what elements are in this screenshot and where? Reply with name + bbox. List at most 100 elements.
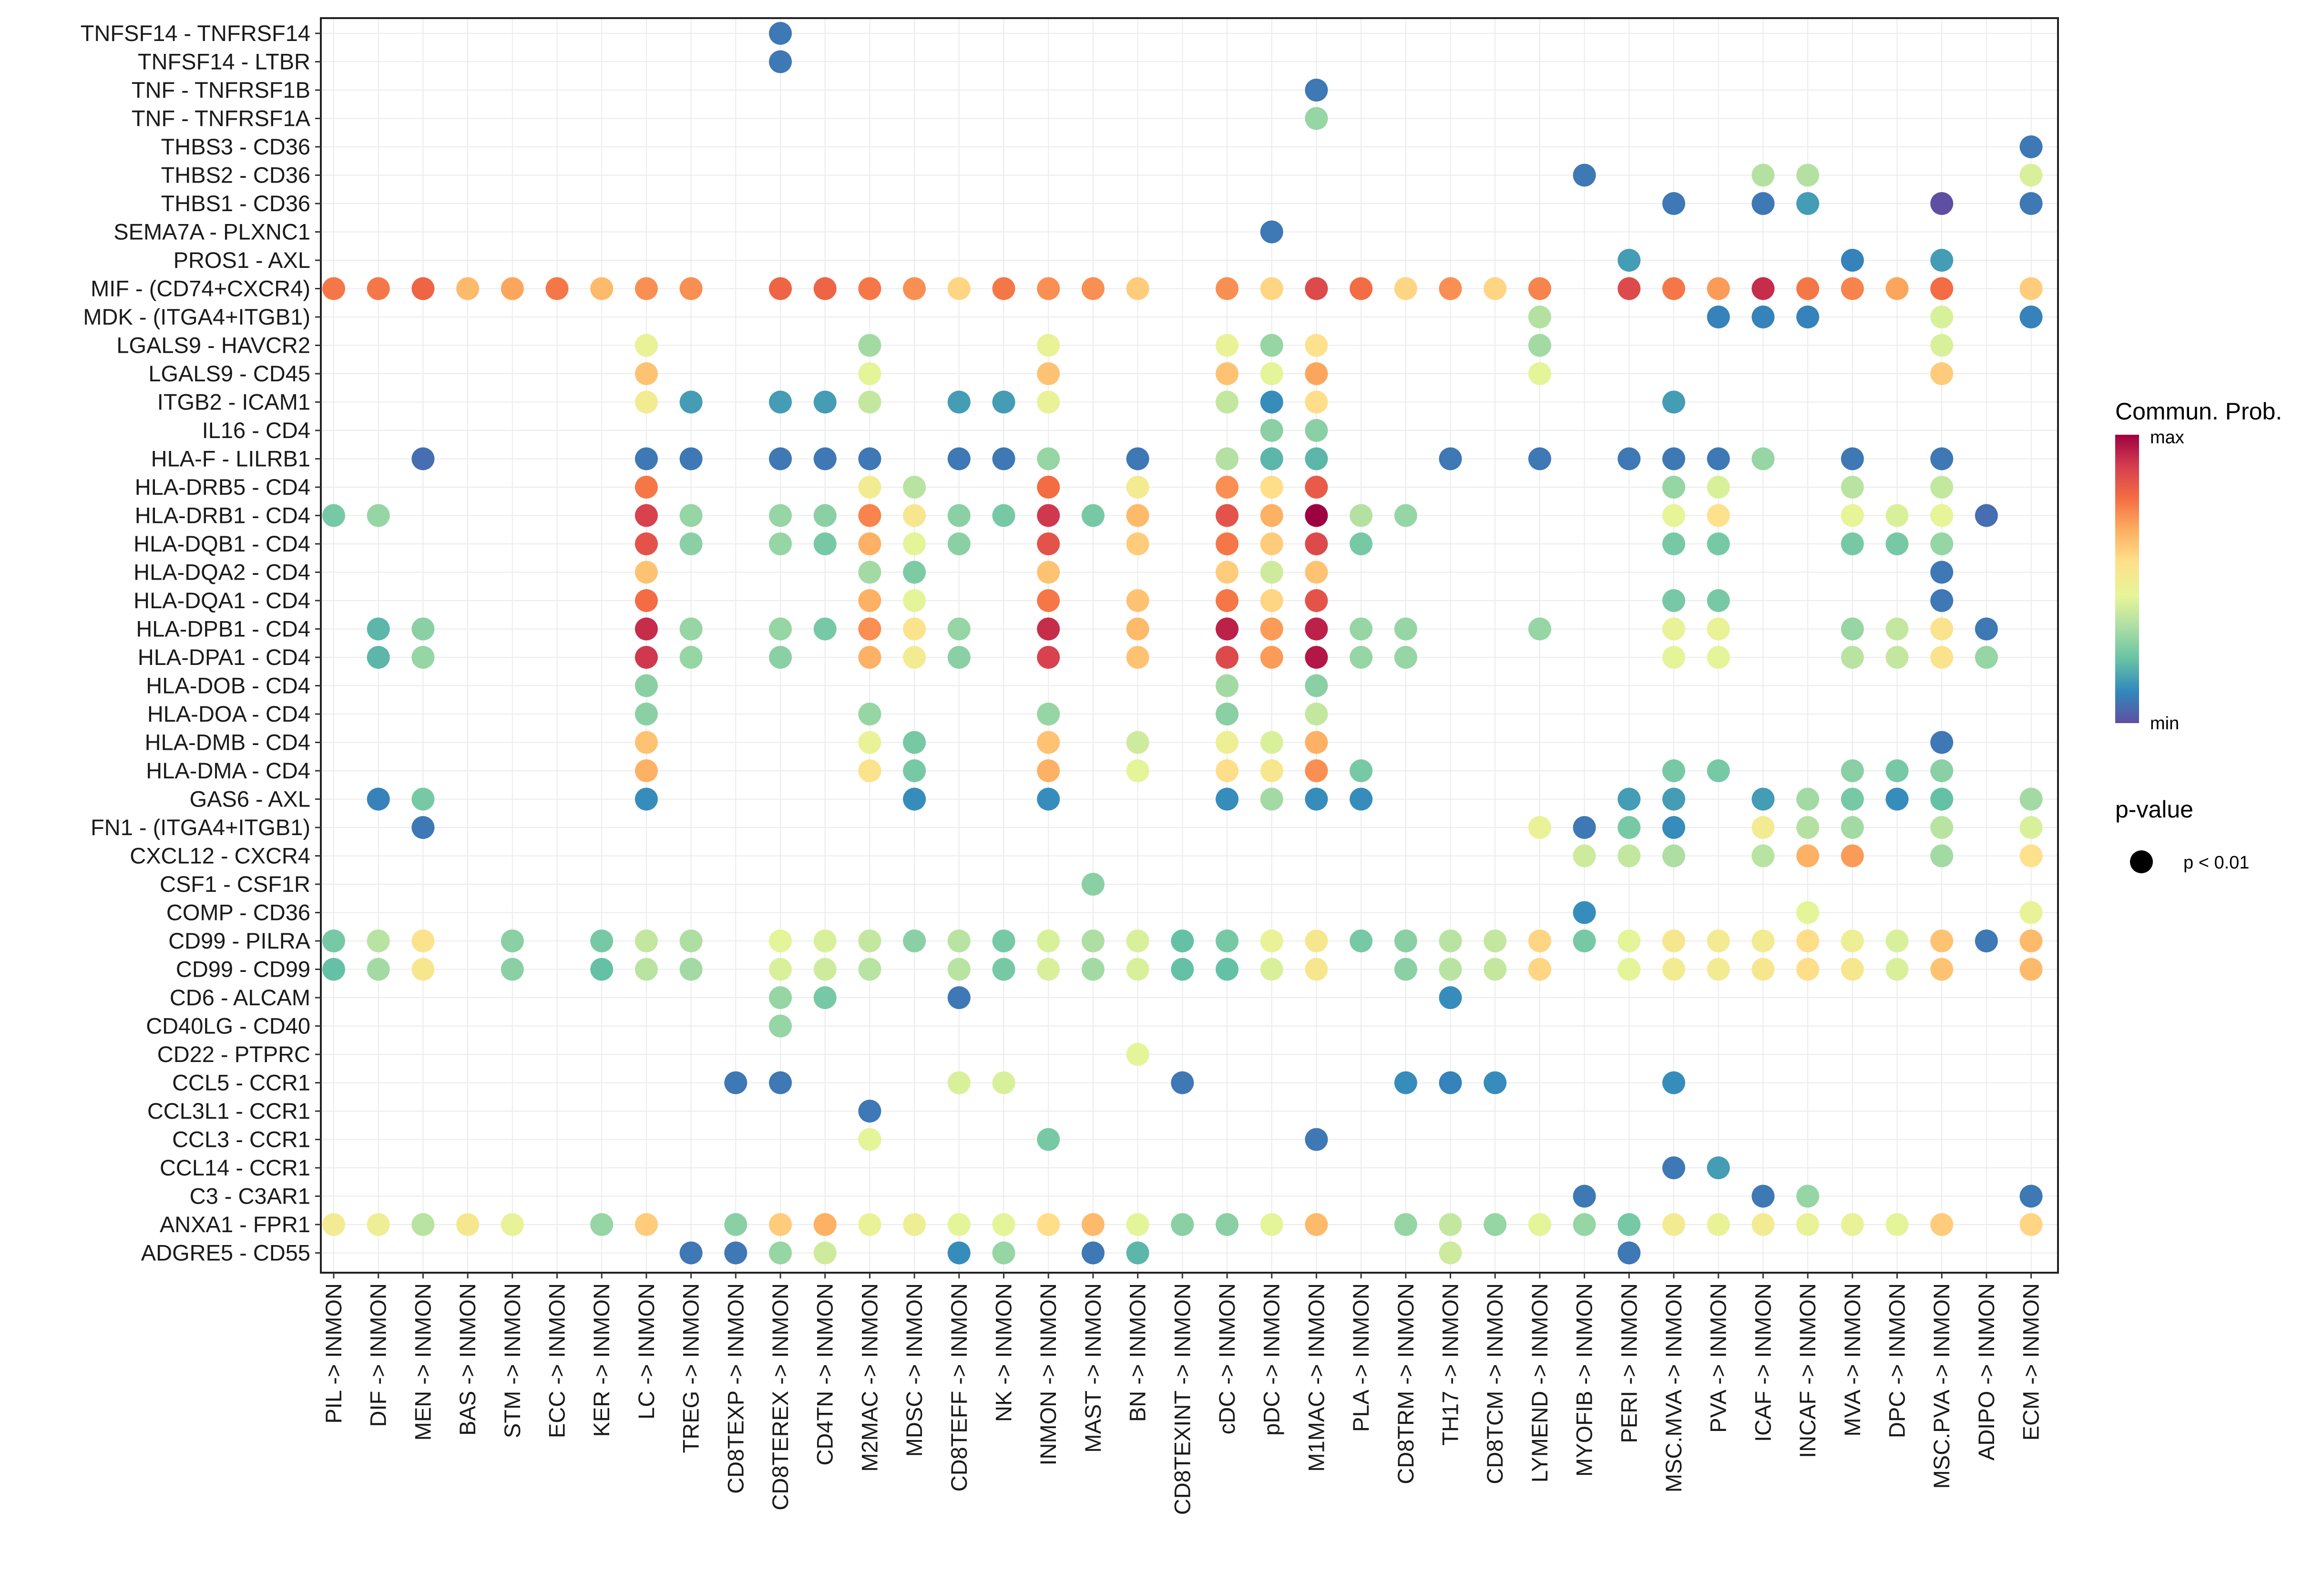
data-point bbox=[1930, 930, 1954, 952]
y-tick-label: THBS2 - CD36 bbox=[161, 163, 310, 188]
data-point bbox=[1930, 192, 1954, 215]
data-point bbox=[367, 787, 390, 811]
data-point bbox=[903, 617, 926, 641]
data-point bbox=[813, 504, 837, 527]
data-point bbox=[1216, 532, 1239, 555]
data-point bbox=[1126, 731, 1149, 754]
data-point bbox=[1216, 674, 1239, 697]
data-point bbox=[947, 532, 971, 555]
data-point bbox=[1751, 192, 1775, 215]
data-point bbox=[1662, 192, 1685, 215]
data-point bbox=[635, 759, 658, 782]
y-tick-label: CD99 - PILRA bbox=[168, 928, 310, 953]
data-point bbox=[411, 617, 435, 641]
data-point bbox=[1796, 277, 1820, 300]
data-point bbox=[1216, 390, 1239, 414]
x-tick-label: BN -> INMON bbox=[1125, 1283, 1150, 1422]
data-point bbox=[1930, 277, 1954, 300]
data-point bbox=[1037, 390, 1060, 414]
data-point bbox=[813, 958, 837, 981]
data-point bbox=[1037, 532, 1060, 555]
data-point bbox=[1796, 930, 1820, 952]
data-point bbox=[903, 589, 926, 612]
data-point bbox=[367, 930, 390, 952]
data-point bbox=[1216, 731, 1239, 754]
x-tick-label: CD4TN -> INMON bbox=[812, 1283, 838, 1466]
data-point bbox=[858, 476, 881, 499]
data-point bbox=[1618, 1241, 1641, 1265]
data-point bbox=[1037, 1128, 1060, 1151]
y-tick-label: TNFSF14 - LTBR bbox=[138, 49, 310, 74]
data-point bbox=[724, 1071, 747, 1094]
data-point bbox=[1528, 930, 1551, 952]
data-point bbox=[1930, 532, 1954, 555]
y-tick-label: CD22 - PTPRC bbox=[157, 1042, 310, 1067]
data-point bbox=[2019, 844, 2043, 868]
data-point bbox=[1930, 1213, 1954, 1236]
data-point bbox=[903, 277, 926, 300]
data-point bbox=[1930, 759, 1954, 782]
data-point bbox=[858, 362, 881, 385]
data-point bbox=[1171, 1213, 1194, 1236]
data-point bbox=[1618, 447, 1641, 470]
data-point bbox=[1350, 759, 1373, 782]
data-point bbox=[1439, 986, 1462, 1009]
data-point bbox=[1975, 504, 1998, 527]
y-tick-label: HLA-DMA - CD4 bbox=[146, 758, 310, 783]
data-point bbox=[679, 930, 703, 952]
data-point bbox=[1260, 476, 1283, 499]
data-point bbox=[1081, 873, 1105, 896]
data-point bbox=[1216, 504, 1239, 527]
data-point bbox=[947, 504, 971, 527]
data-point bbox=[1081, 1213, 1105, 1236]
data-point bbox=[858, 504, 881, 527]
y-tick-label: HLA-DRB5 - CD4 bbox=[135, 474, 310, 500]
data-point bbox=[947, 1213, 971, 1236]
data-point bbox=[1662, 844, 1685, 868]
data-point bbox=[367, 617, 390, 641]
data-point bbox=[992, 930, 1015, 952]
data-point bbox=[1260, 390, 1283, 414]
data-point bbox=[1305, 504, 1328, 527]
data-point bbox=[769, 277, 792, 300]
data-point bbox=[1930, 844, 1954, 868]
data-point bbox=[1885, 617, 1909, 641]
data-point bbox=[1260, 589, 1283, 612]
data-point bbox=[322, 1213, 345, 1236]
data-point bbox=[1528, 447, 1551, 470]
data-point bbox=[1126, 447, 1149, 470]
data-point bbox=[1171, 958, 1194, 981]
x-tick-label: PIL -> INMON bbox=[321, 1283, 346, 1424]
data-point bbox=[679, 532, 703, 555]
data-point bbox=[1796, 1185, 1820, 1208]
data-point bbox=[1975, 617, 1998, 641]
x-tick-label: TH17 -> INMON bbox=[1438, 1283, 1463, 1446]
data-point bbox=[1305, 277, 1328, 300]
data-point bbox=[1930, 306, 1954, 328]
data-point bbox=[1930, 334, 1954, 357]
data-points bbox=[322, 22, 2043, 1265]
x-tick-label: CD8TCM -> INMON bbox=[1482, 1283, 1507, 1484]
data-point bbox=[1930, 561, 1954, 584]
data-point bbox=[858, 646, 881, 669]
x-tick-label: STM -> INMON bbox=[500, 1283, 525, 1438]
data-point bbox=[2019, 135, 2043, 158]
y-tick-label: HLA-DMB - CD4 bbox=[145, 730, 310, 755]
data-point bbox=[1930, 447, 1954, 470]
data-point bbox=[1216, 277, 1239, 300]
data-point bbox=[903, 561, 926, 584]
data-point bbox=[635, 958, 658, 981]
data-point bbox=[903, 646, 926, 669]
x-tick-label: KER -> INMON bbox=[589, 1283, 614, 1437]
data-point bbox=[1841, 476, 1864, 499]
data-point bbox=[813, 617, 837, 641]
y-tick-label: CCL14 - CCR1 bbox=[160, 1155, 310, 1180]
x-tick-label: BAS -> INMON bbox=[455, 1283, 480, 1436]
x-tick-label: PERI -> INMON bbox=[1616, 1283, 1641, 1443]
data-point bbox=[858, 390, 881, 414]
data-point bbox=[1037, 731, 1060, 754]
data-point bbox=[1305, 362, 1328, 385]
data-point bbox=[992, 504, 1015, 527]
data-point bbox=[1841, 617, 1864, 641]
data-point bbox=[2019, 192, 2043, 215]
